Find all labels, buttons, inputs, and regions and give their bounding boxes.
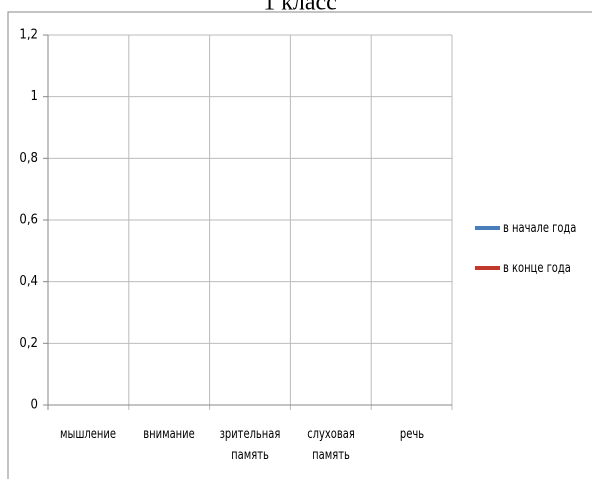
x-tick-label: внимание	[143, 427, 195, 442]
y-tick-label: 1	[31, 89, 38, 104]
y-tick-label: 0	[31, 398, 38, 413]
x-tick-label: слуховая память	[306, 427, 355, 463]
legend-label: в начале года	[503, 220, 576, 235]
x-tick-label: речь	[399, 427, 424, 442]
y-tick-label: 0,8	[19, 151, 38, 166]
x-tick-label: зрительная память	[219, 427, 281, 463]
y-tick-label: 0,6	[19, 213, 38, 228]
y-tick-label: 0,2	[19, 336, 38, 351]
title-bg	[250, 0, 360, 11]
chart-frame	[7, 11, 592, 479]
chart-title: 1 класс	[263, 0, 337, 16]
y-tick-label: 0,4	[19, 274, 38, 289]
legend-label: в конце года	[503, 260, 571, 275]
x-tick-label: мышление	[60, 427, 117, 442]
y-tick-label: 1,2	[19, 28, 38, 43]
